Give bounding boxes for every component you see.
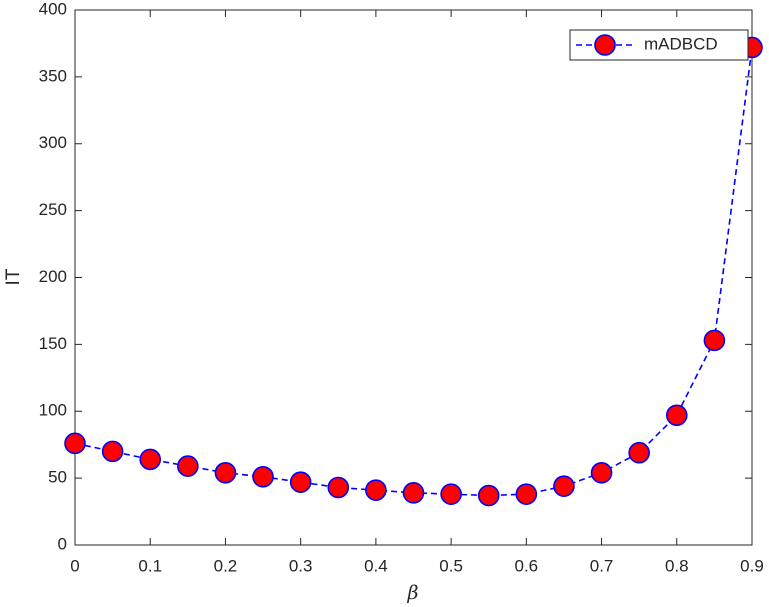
data-point <box>252 465 274 488</box>
data-point <box>177 455 199 477</box>
y-tick-label: 0 <box>58 534 67 553</box>
x-tick-label: 0.3 <box>289 556 313 575</box>
x-tick-label: 0.7 <box>590 556 614 575</box>
x-tick-label: 0.4 <box>364 556 388 575</box>
x-tick-label: 0.2 <box>214 556 238 575</box>
data-point <box>515 483 538 505</box>
x-tick-label: 0.9 <box>740 556 764 575</box>
y-axis-label: IT <box>3 268 24 285</box>
y-tick-label: 100 <box>39 401 67 420</box>
y-tick-label: 50 <box>48 468 67 487</box>
x-axis-label: β <box>407 582 419 604</box>
data-point <box>101 440 124 463</box>
y-tick-label: 400 <box>39 0 67 18</box>
y-tick-label: 350 <box>39 66 67 85</box>
x-tick-label: 0.6 <box>515 556 539 575</box>
x-tick-label: 0.1 <box>138 556 162 575</box>
x-tick-label: 0.5 <box>439 556 463 575</box>
data-point <box>365 479 387 501</box>
data-point <box>665 404 688 427</box>
x-tick-label: 0.8 <box>665 556 689 575</box>
data-point <box>703 329 726 352</box>
data-point <box>402 482 425 504</box>
legend-label: mADBCD <box>644 34 718 53</box>
y-tick-label: 250 <box>39 200 67 219</box>
data-point <box>139 448 162 471</box>
data-point <box>327 476 350 499</box>
y-tick-label: 300 <box>39 133 67 152</box>
legend-marker <box>594 34 616 56</box>
data-point <box>440 483 462 505</box>
data-point <box>590 461 613 484</box>
data-point <box>553 475 575 497</box>
x-tick-label: 0 <box>70 556 79 575</box>
y-tick-label: 200 <box>39 267 67 286</box>
data-point <box>214 461 237 484</box>
data-point <box>289 471 312 493</box>
data-point <box>477 484 500 507</box>
data-point <box>628 441 650 464</box>
data-point <box>64 432 86 455</box>
y-tick-label: 150 <box>39 334 67 353</box>
